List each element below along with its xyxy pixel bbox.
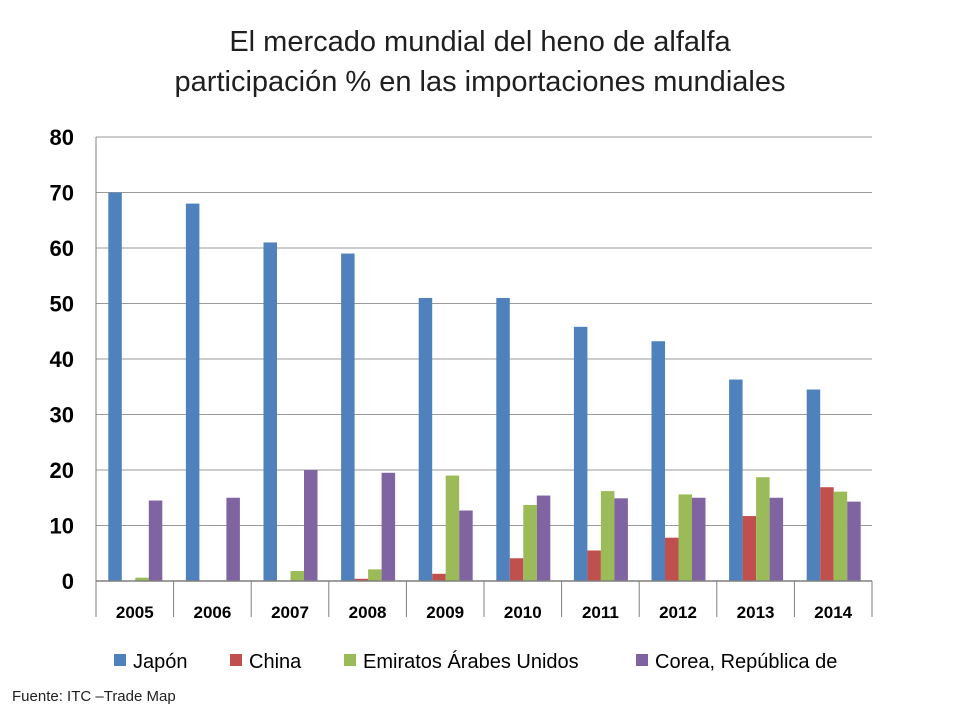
legend-label: Corea, República de (655, 651, 837, 673)
bar-2-2012 (665, 537, 679, 581)
y-tick-label: 30 (50, 403, 74, 428)
bar-1-2005 (108, 192, 122, 581)
bar-3-2011 (600, 491, 615, 581)
legend-swatch (230, 654, 242, 666)
x-tick-label: 2010 (504, 603, 542, 622)
bar-3-2005 (135, 577, 149, 581)
bar-4-2008 (381, 472, 396, 581)
legend-label: Emiratos Árabes Unidos (363, 650, 579, 673)
legend-label: Japón (133, 651, 188, 673)
bar-4-2006 (226, 497, 240, 581)
bar-3-2012 (678, 494, 692, 581)
bar-1-2012 (651, 341, 665, 581)
x-tick-label: 2005 (116, 603, 154, 622)
x-tick-label: 2006 (193, 603, 231, 622)
x-tick-label: 2013 (737, 603, 775, 622)
bar-1-2009 (418, 297, 433, 581)
bar-3-2008 (368, 569, 382, 581)
chart-title: El mercado mundial del heno de alfalfa p… (0, 22, 960, 102)
bar-4-2007 (304, 470, 318, 581)
y-tick-label: 40 (50, 347, 74, 372)
chart-title-line-2: participación % en las importaciones mun… (174, 66, 786, 98)
bar-3-2010 (523, 504, 537, 581)
bar-4-2010 (536, 495, 551, 581)
chart-title-line-1: El mercado mundial del heno de alfalfa (229, 26, 731, 58)
y-tick-label: 10 (50, 514, 74, 539)
legend-swatch (114, 654, 126, 666)
legend-label: China (249, 651, 302, 673)
bar-1-2008 (341, 253, 355, 582)
bar-3-2007 (290, 571, 304, 581)
legend: Japón China Emiratos Árabes Unidos Corea, R… (114, 650, 837, 673)
bar-2-2013 (742, 516, 757, 581)
bar-2-2010 (509, 558, 524, 581)
gridlines (96, 136, 872, 526)
bar-2-2008 (354, 578, 369, 581)
x-tick-label: 2012 (659, 603, 697, 622)
bar-4-2005 (148, 500, 163, 581)
bar-3-2013 (756, 477, 770, 581)
bar-2-2011 (587, 550, 601, 581)
x-tick-label: 2009 (426, 603, 464, 622)
bar-4-2011 (614, 498, 628, 581)
x-tick-label: 2014 (814, 603, 852, 622)
bar-4-2012 (692, 497, 706, 581)
bar-2-2009 (432, 573, 446, 581)
bar-1-2013 (729, 379, 743, 581)
x-tick-label: 2011 (582, 603, 619, 622)
x-tick-label: 2008 (349, 603, 387, 622)
y-tick-label: 50 (50, 292, 74, 317)
bar-1-2011 (573, 326, 588, 581)
y-tick-label: 0 (62, 569, 74, 594)
legend-swatch (344, 654, 356, 666)
bars (108, 192, 861, 582)
y-tick-label: 20 (50, 458, 74, 483)
x-tick-label: 2007 (271, 603, 309, 622)
bar-1-2007 (263, 242, 277, 581)
y-tick-label: 70 (50, 181, 74, 206)
legend-swatch (636, 654, 648, 666)
bar-4-2014 (847, 501, 861, 581)
bar-1-2006 (185, 203, 200, 581)
bar-4-2009 (459, 510, 473, 581)
axes: 0 10 20 30 40 50 60 70 80 2005 2006 2007 2008 2009 201… (50, 125, 873, 622)
bar-1-2010 (496, 297, 510, 581)
bar-2-2014 (820, 487, 834, 581)
source-note: Fuente: ITC –Trade Map (12, 688, 176, 705)
bar-3-2009 (445, 475, 460, 581)
y-tick-label: 80 (50, 125, 74, 150)
bar-1-2014 (806, 389, 821, 581)
bar-3-2014 (833, 491, 848, 581)
y-tick-label: 60 (50, 236, 74, 261)
bar-4-2013 (769, 497, 784, 581)
